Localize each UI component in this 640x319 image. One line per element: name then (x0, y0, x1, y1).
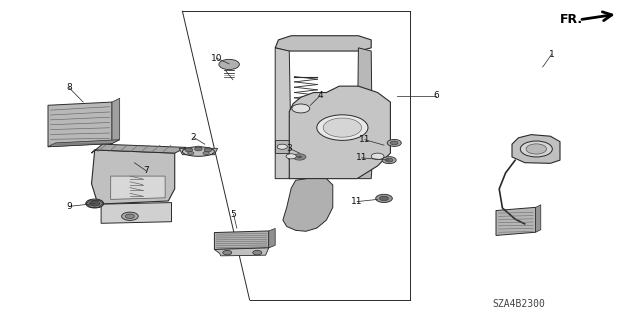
Polygon shape (214, 231, 269, 249)
Ellipse shape (182, 147, 214, 156)
Circle shape (195, 146, 202, 149)
Polygon shape (48, 102, 112, 147)
Circle shape (185, 148, 193, 152)
Text: 7: 7 (143, 166, 148, 175)
Polygon shape (512, 135, 560, 163)
Text: 5: 5 (231, 210, 236, 219)
Circle shape (204, 148, 212, 152)
Circle shape (86, 199, 104, 208)
Text: 11: 11 (356, 153, 367, 162)
Polygon shape (289, 86, 390, 179)
Circle shape (520, 141, 552, 157)
Circle shape (188, 152, 194, 155)
Circle shape (205, 147, 211, 151)
Text: 11: 11 (359, 135, 371, 144)
Polygon shape (269, 228, 275, 248)
Circle shape (297, 156, 302, 158)
Circle shape (125, 214, 134, 219)
Polygon shape (275, 48, 291, 179)
Circle shape (186, 147, 192, 151)
Polygon shape (283, 179, 333, 231)
Polygon shape (48, 140, 120, 147)
Circle shape (390, 141, 398, 145)
Circle shape (371, 153, 384, 160)
Circle shape (223, 250, 232, 255)
Circle shape (203, 152, 209, 155)
Circle shape (293, 154, 306, 160)
Polygon shape (92, 150, 175, 204)
Polygon shape (275, 140, 289, 153)
Text: 3: 3 (287, 144, 292, 153)
Circle shape (380, 196, 388, 201)
Text: SZA4B2300: SZA4B2300 (492, 299, 545, 309)
Circle shape (387, 139, 401, 146)
Text: 8: 8 (67, 83, 72, 92)
Polygon shape (112, 98, 120, 144)
Text: FR.: FR. (560, 13, 583, 26)
Circle shape (277, 144, 287, 149)
Circle shape (253, 250, 262, 255)
Text: 4: 4 (317, 91, 323, 100)
Circle shape (195, 147, 202, 151)
Polygon shape (92, 144, 186, 153)
Polygon shape (214, 248, 269, 256)
Circle shape (376, 194, 392, 203)
Polygon shape (357, 48, 372, 179)
Polygon shape (496, 207, 536, 235)
Circle shape (526, 144, 547, 154)
Text: 6: 6 (434, 91, 439, 100)
Polygon shape (111, 176, 165, 199)
Circle shape (292, 104, 310, 113)
Text: 9: 9 (67, 202, 72, 211)
Circle shape (288, 151, 311, 163)
Polygon shape (179, 148, 218, 155)
Polygon shape (275, 36, 371, 51)
Polygon shape (536, 205, 541, 232)
Circle shape (122, 212, 138, 220)
Polygon shape (101, 203, 172, 223)
Text: 11: 11 (351, 197, 363, 206)
Circle shape (286, 154, 296, 159)
Circle shape (90, 201, 100, 206)
Text: 10: 10 (211, 54, 222, 63)
Circle shape (317, 115, 368, 140)
Text: 1: 1 (549, 50, 554, 59)
Circle shape (219, 59, 239, 70)
Circle shape (382, 157, 396, 164)
Circle shape (323, 118, 362, 137)
Circle shape (385, 158, 393, 162)
Text: 2: 2 (191, 133, 196, 142)
